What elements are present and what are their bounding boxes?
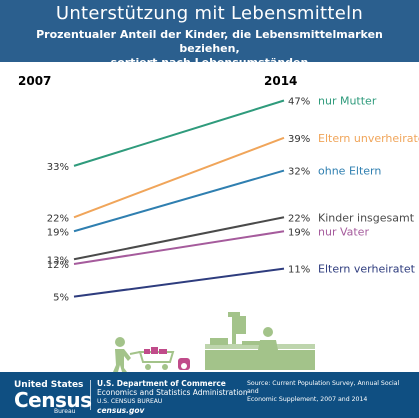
org-line-1: U.S. Department of Commerce xyxy=(97,379,226,388)
series-name-label-3: Kinder insgesamt xyxy=(318,211,415,224)
end-value-label-5: 11% xyxy=(288,265,310,276)
series-name-label-2: ohne Eltern xyxy=(318,165,381,178)
series-line-1 xyxy=(73,136,285,219)
series-name-label-5: Eltern verheiratet xyxy=(318,263,416,276)
subtitle-line-2: sortiert nach Lebensumständen xyxy=(110,56,309,69)
footer-divider xyxy=(90,380,91,410)
end-value-label-3: 22% xyxy=(288,213,310,224)
end-value-label-4: 19% xyxy=(288,227,310,238)
org-line-2: Economics and Statistics Administration xyxy=(97,388,248,397)
start-value-label-2: 19% xyxy=(47,227,69,238)
census-logo-top: United States xyxy=(14,380,84,390)
org-line-3: U.S. CENSUS BUREAU xyxy=(97,398,163,405)
year-label-start: 2007 xyxy=(18,74,51,88)
series-line-4 xyxy=(73,230,285,265)
start-value-label-3: 13% xyxy=(47,255,69,266)
slope-chart: 2007 2014 33% 47% nur Mutter 22% 39% Eltern un… xyxy=(18,74,419,372)
start-value-label-5: 5% xyxy=(53,293,69,304)
series-name-label-0: nur Mutter xyxy=(318,95,377,108)
start-value-label-1: 22% xyxy=(47,213,69,224)
start-value-label-0: 33% xyxy=(47,162,69,173)
end-value-label-1: 39% xyxy=(288,134,310,145)
series-name-label-1: Eltern unverheiratet xyxy=(318,132,419,145)
illustration xyxy=(113,312,315,372)
footer: United States Census Bureau U.S. Departm… xyxy=(0,372,419,418)
year-label-end: 2014 xyxy=(264,74,297,88)
source-line-2: Economic Supplement, 2007 and 2014 xyxy=(247,396,368,403)
series-line-5 xyxy=(73,267,285,298)
series-line-0 xyxy=(73,99,285,167)
source-note: Source: Current Population Survey, Annua… xyxy=(247,380,412,404)
series-name-label-4: nur Vater xyxy=(318,225,369,238)
chart-subtitle: Prozentualer Anteil der Kinder, die Lebe… xyxy=(8,28,411,70)
series-line-2 xyxy=(73,169,285,233)
end-value-label-2: 32% xyxy=(288,167,310,178)
end-value-label-0: 47% xyxy=(288,97,310,108)
cashier-at-checkout-icon xyxy=(205,312,315,370)
header-banner: Unterstützung mit Lebensmitteln Prozentu… xyxy=(0,0,419,69)
start-value-label-4: 12% xyxy=(47,260,69,271)
census-logo: Census xyxy=(14,388,92,412)
org-block: U.S. Department of Commerce Economics an… xyxy=(97,379,248,415)
org-line-4: census.gov xyxy=(97,406,145,415)
source-line-1: Source: Current Population Survey, Annua… xyxy=(247,380,400,395)
series-line-3 xyxy=(73,216,285,261)
census-logo-sub: Bureau xyxy=(54,408,76,415)
person-pushing-cart-icon xyxy=(113,337,190,372)
subtitle-line-1: Prozentualer Anteil der Kinder, die Lebe… xyxy=(36,28,383,55)
chart-title: Unterstützung mit Lebensmitteln xyxy=(55,3,364,24)
